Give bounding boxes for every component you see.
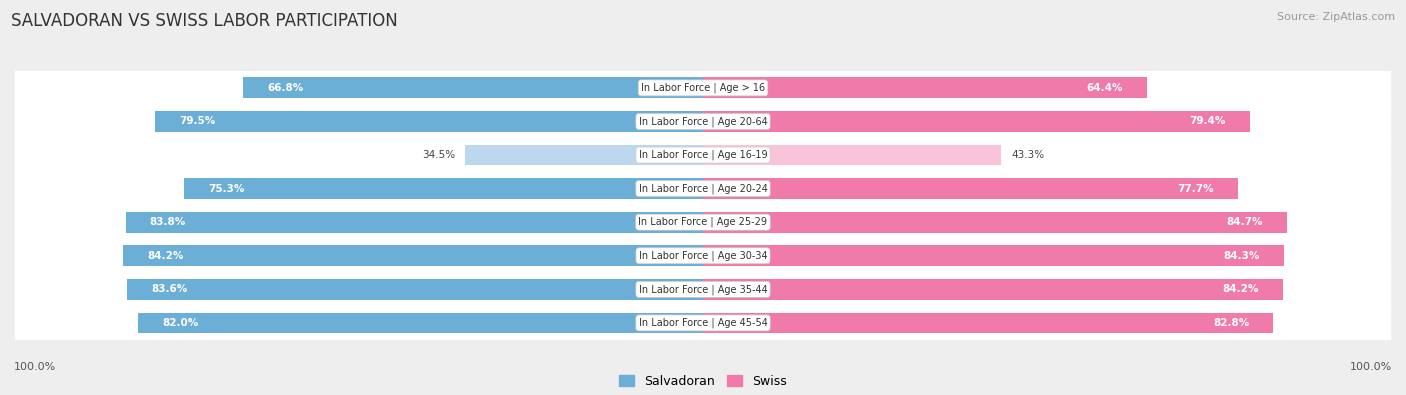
Text: 84.2%: 84.2% [1223,284,1258,294]
Text: 82.8%: 82.8% [1213,318,1250,328]
Text: 84.2%: 84.2% [148,251,183,261]
Bar [703,212,1286,233]
Text: 83.8%: 83.8% [150,217,186,227]
FancyBboxPatch shape [14,59,1392,117]
Text: 75.3%: 75.3% [208,184,245,194]
Bar [125,212,703,233]
Bar [703,312,1274,333]
FancyBboxPatch shape [14,193,1392,251]
FancyBboxPatch shape [14,92,1392,150]
Text: In Labor Force | Age 16-19: In Labor Force | Age 16-19 [638,150,768,160]
Text: In Labor Force | Age 30-34: In Labor Force | Age 30-34 [638,250,768,261]
FancyBboxPatch shape [14,260,1392,318]
Text: Source: ZipAtlas.com: Source: ZipAtlas.com [1277,12,1395,22]
Bar [127,279,703,300]
FancyBboxPatch shape [14,294,1392,352]
Text: In Labor Force | Age 20-24: In Labor Force | Age 20-24 [638,183,768,194]
Text: 64.4%: 64.4% [1085,83,1122,93]
Text: In Labor Force | Age 35-44: In Labor Force | Age 35-44 [638,284,768,295]
Bar [184,178,703,199]
Text: In Labor Force | Age 45-54: In Labor Force | Age 45-54 [638,318,768,328]
Bar [138,312,703,333]
Text: 34.5%: 34.5% [422,150,456,160]
Legend: Salvadoran, Swiss: Salvadoran, Swiss [614,370,792,393]
FancyBboxPatch shape [14,126,1392,184]
FancyBboxPatch shape [14,160,1392,218]
Text: 83.6%: 83.6% [152,284,187,294]
Bar [703,111,1250,132]
Text: 79.4%: 79.4% [1189,117,1226,126]
Bar [703,77,1147,98]
Text: In Labor Force | Age > 16: In Labor Force | Age > 16 [641,83,765,93]
Text: 66.8%: 66.8% [267,83,304,93]
Text: 77.7%: 77.7% [1178,184,1215,194]
FancyBboxPatch shape [14,227,1392,285]
Bar [122,245,703,266]
Text: 82.0%: 82.0% [162,318,198,328]
Bar [703,145,1001,166]
Text: SALVADORAN VS SWISS LABOR PARTICIPATION: SALVADORAN VS SWISS LABOR PARTICIPATION [11,12,398,30]
Text: 84.7%: 84.7% [1226,217,1263,227]
Bar [703,279,1284,300]
Text: 79.5%: 79.5% [180,117,215,126]
Text: 100.0%: 100.0% [14,361,56,372]
Text: In Labor Force | Age 25-29: In Labor Force | Age 25-29 [638,217,768,228]
Bar [703,245,1284,266]
Text: 43.3%: 43.3% [1012,150,1045,160]
Text: 100.0%: 100.0% [1350,361,1392,372]
Text: 84.3%: 84.3% [1223,251,1260,261]
Text: In Labor Force | Age 20-64: In Labor Force | Age 20-64 [638,116,768,127]
Bar [465,145,703,166]
Bar [155,111,703,132]
Bar [703,178,1239,199]
Bar [243,77,703,98]
